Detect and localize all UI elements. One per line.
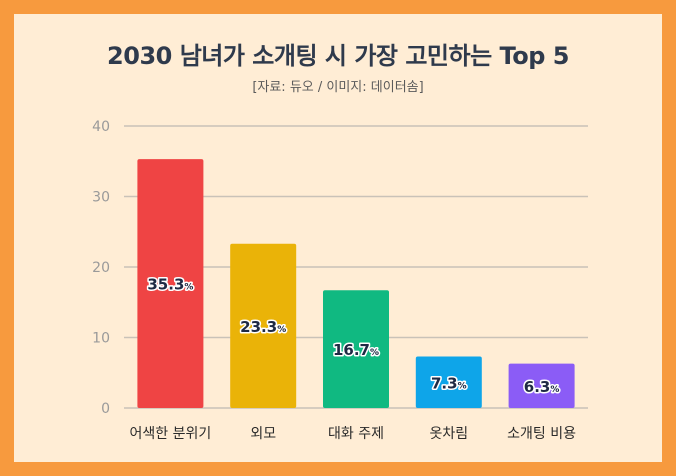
chart-frame: 2030 남녀가 소개팅 시 가장 고민하는 Top 5 [자료: 듀오 / 이… [14,14,662,462]
y-tick-label: 20 [92,260,110,276]
data-label-unit: % [277,325,286,335]
y-tick-label: 0 [101,401,110,417]
x-category-label: 소개팅 비용 [507,426,576,442]
data-label-unit: % [458,381,467,391]
data-label: 23.3% [240,318,286,336]
chart-subtitle: [자료: 듀오 / 이미지: 데이터솜] [252,80,424,95]
bar [230,243,297,408]
data-label: 7.3% [431,374,467,392]
x-category-label: 옷차림 [429,426,468,442]
bar [323,290,389,408]
data-label: 6.3% [524,378,560,396]
x-category-label: 외모 [250,426,276,442]
data-label-value: 7.3 [431,374,458,392]
x-category-label: 어색한 분위기 [130,426,212,442]
chart-title: 2030 남녀가 소개팅 시 가장 고민하는 Top 5 [107,42,569,70]
data-label-value: 16.7 [333,341,370,359]
bar [137,159,204,408]
bar [415,356,482,408]
bar-chart: 0 10 20 30 40 35.3% 어색한 분위기 23.3% 외모 16.7% 대화 주제 7.… [92,119,588,442]
x-category-label: 대화 주제 [328,426,384,442]
data-label-value: 6.3 [524,378,551,396]
bar [508,363,575,408]
data-label-value: 23.3 [240,318,277,336]
y-tick-label: 40 [92,119,110,135]
data-label-unit: % [550,385,559,395]
data-label: 35.3% [147,276,193,294]
data-label-unit: % [370,348,379,358]
data-label-value: 35.3 [147,276,184,294]
data-label-unit: % [184,283,193,293]
y-tick-label: 30 [92,190,110,206]
y-tick-label: 10 [92,331,110,347]
data-label: 16.7% [333,341,379,359]
